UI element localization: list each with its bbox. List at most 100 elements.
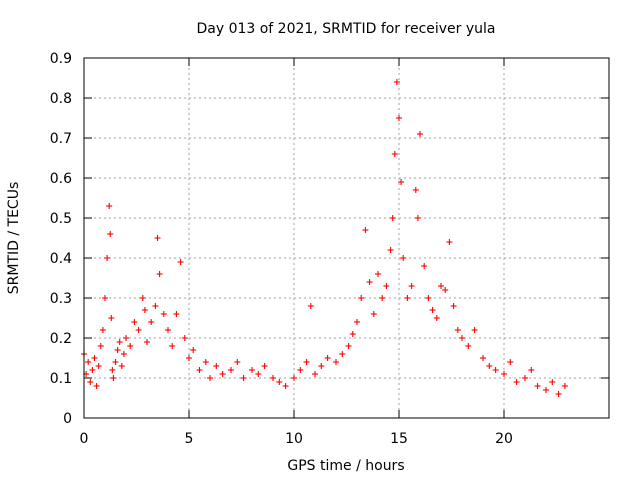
x-tick-label: 10 <box>285 431 303 447</box>
data-point <box>291 375 297 381</box>
x-tick-label: 0 <box>80 431 89 447</box>
data-point <box>561 383 568 389</box>
data-point <box>414 215 421 221</box>
data-point <box>303 359 310 365</box>
data-point <box>156 271 163 277</box>
data-point <box>120 351 127 357</box>
data-point <box>112 359 119 365</box>
data-point <box>417 131 423 137</box>
data-point <box>408 283 415 289</box>
data-point <box>450 303 457 309</box>
data-point <box>108 315 115 321</box>
data-point <box>549 379 556 385</box>
data-point <box>207 375 213 381</box>
y-tick-label: 0.2 <box>50 331 72 347</box>
data-point <box>366 279 373 285</box>
y-tick-label: 0.6 <box>50 171 72 187</box>
y-axis: 0 0.1 0.2 0.3 0.4 0.5 0.6 0.7 0.8 0.9 <box>50 51 609 427</box>
data-point <box>345 343 352 349</box>
data-point <box>177 259 184 265</box>
data-point <box>110 375 117 381</box>
data-point <box>270 375 276 381</box>
data-point <box>383 283 390 289</box>
series-srmtid <box>81 79 568 397</box>
data-point <box>375 271 381 277</box>
data-point <box>141 307 148 313</box>
data-point <box>95 363 102 369</box>
data-point <box>261 363 268 369</box>
data-point <box>276 379 283 385</box>
data-point <box>522 375 528 381</box>
data-point <box>465 343 472 349</box>
data-point <box>400 255 407 261</box>
data-point <box>123 335 129 341</box>
y-tick-label: 0.8 <box>50 91 72 107</box>
data-point <box>543 387 549 393</box>
data-point <box>154 235 161 241</box>
data-point <box>93 383 100 389</box>
y-tick-label: 0.4 <box>50 251 72 267</box>
data-point <box>219 371 226 377</box>
y-tick-label: 0.9 <box>50 51 72 67</box>
data-point <box>228 367 234 373</box>
data-point <box>104 255 111 261</box>
data-point <box>240 375 247 381</box>
y-tick-label: 0.7 <box>50 131 72 147</box>
data-point <box>492 367 499 373</box>
data-point <box>339 351 346 357</box>
data-point <box>139 295 146 301</box>
data-point <box>429 307 436 313</box>
y-axis-label: SRMTID / TECUs <box>6 182 22 295</box>
grid <box>84 58 609 418</box>
data-point <box>87 379 94 385</box>
data-point <box>412 187 419 193</box>
data-point <box>106 203 113 209</box>
data-point <box>196 367 203 373</box>
data-point <box>389 215 396 221</box>
data-point <box>160 311 167 317</box>
data-point <box>118 363 125 369</box>
y-tick-label: 0 <box>63 411 72 427</box>
data-point <box>144 339 150 345</box>
data-point <box>148 319 155 325</box>
data-point <box>362 227 369 233</box>
data-point <box>421 263 428 269</box>
x-axis: 0 5 10 15 20 <box>80 58 513 447</box>
data-point <box>186 355 192 361</box>
data-point <box>471 327 478 333</box>
data-point <box>333 359 339 365</box>
data-point <box>116 339 123 345</box>
data-point <box>249 367 255 373</box>
data-point <box>391 151 398 157</box>
data-point <box>169 343 176 349</box>
data-point <box>107 231 114 237</box>
data-point <box>190 347 197 353</box>
data-point <box>91 355 98 361</box>
data-point <box>282 383 289 389</box>
y-tick-label: 0.3 <box>50 291 72 307</box>
data-point <box>398 179 405 185</box>
data-point <box>393 79 400 85</box>
data-point <box>404 295 411 301</box>
data-point <box>379 295 386 301</box>
data-point <box>127 343 134 349</box>
x-tick-label: 20 <box>495 431 513 447</box>
data-point <box>109 367 116 373</box>
data-point <box>202 359 209 365</box>
data-point <box>234 359 241 365</box>
data-point <box>297 367 304 373</box>
data-point <box>131 319 138 325</box>
data-point <box>534 383 541 389</box>
data-point <box>135 327 142 333</box>
data-point <box>454 327 461 333</box>
data-point <box>480 355 486 361</box>
x-tick-label: 5 <box>185 431 194 447</box>
chart-title: Day 013 of 2021, SRMTID for receiver yul… <box>196 21 495 37</box>
data-point <box>433 315 440 321</box>
data-point <box>255 371 262 377</box>
data-point <box>507 359 514 365</box>
data-point <box>173 311 180 317</box>
data-point <box>459 335 465 341</box>
x-tick-label: 15 <box>390 431 408 447</box>
